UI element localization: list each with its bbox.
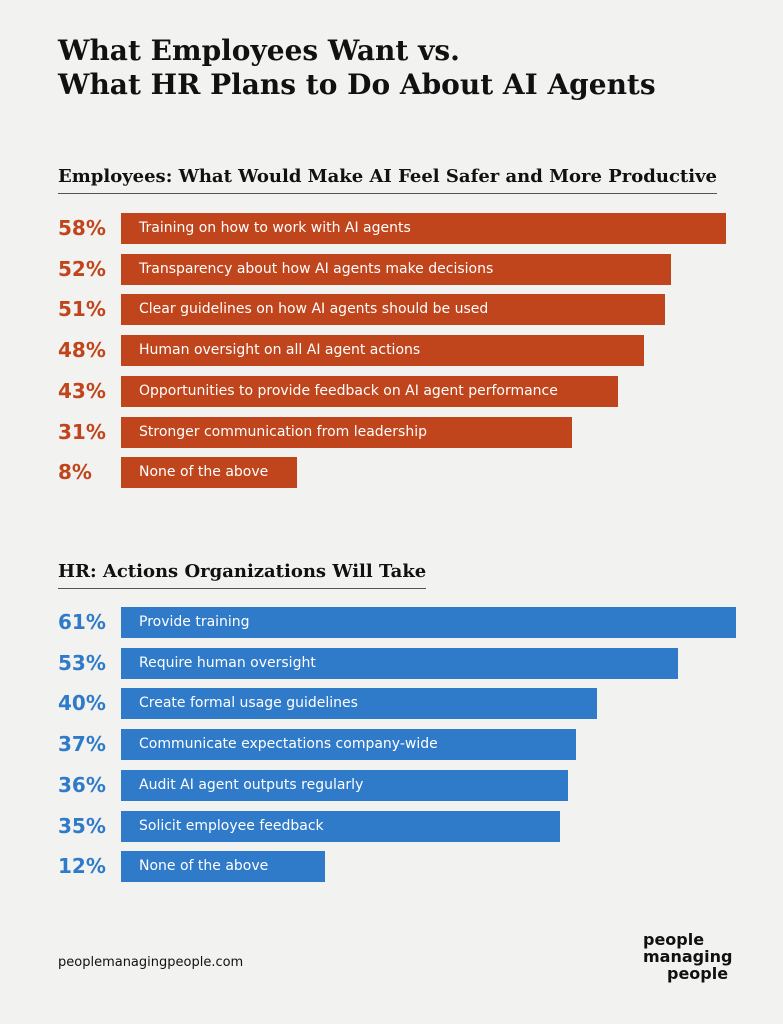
data-label: 31%	[58, 419, 106, 444]
data-label: 40%	[58, 691, 106, 716]
category-label: Communicate expectations company-wide	[139, 736, 438, 753]
data-label: 36%	[58, 772, 106, 797]
logo: people managing people	[643, 931, 732, 982]
data-label: 37%	[58, 732, 106, 757]
logo-line: people	[643, 930, 705, 949]
footer-url: peoplemanagingpeople.com	[58, 955, 244, 970]
category-label: Create formal usage guidelines	[139, 695, 358, 712]
logo-line: managing	[643, 947, 733, 966]
data-label: 48%	[58, 338, 106, 363]
category-label: Training on how to work with AI agents	[139, 220, 411, 236]
category-label: None of the above	[139, 464, 269, 481]
category-label: Human oversight on all AI agent actions	[139, 342, 421, 359]
category-label: Require human oversight	[139, 654, 316, 671]
hr-bar: None of the above	[121, 851, 325, 883]
employees-section-title: Employees: What Would Make AI Feel Safer…	[58, 166, 717, 194]
category-label: None of the above	[139, 858, 269, 875]
employees-bar: Opportunities to provide feedback on AI …	[121, 375, 618, 407]
data-label: 58%	[58, 216, 106, 240]
title-line-1: What Employees Want vs.	[58, 34, 460, 67]
data-label: 53%	[58, 650, 106, 675]
data-label: 12%	[58, 854, 106, 879]
employees-bar: Training on how to work with AI agents	[121, 213, 726, 244]
hr-bar: Communicate expectations company-wide	[121, 729, 576, 761]
category-label: Solicit employee feedback	[139, 817, 324, 834]
hr-bar: Provide training	[121, 607, 736, 638]
data-label: 51%	[58, 297, 106, 322]
employees-bar: Human oversight on all AI agent actions	[121, 335, 644, 367]
category-label: Provide training	[139, 614, 250, 630]
hr-section-title: HR: Actions Organizations Will Take	[58, 561, 427, 589]
category-label: Opportunities to provide feedback on AI …	[139, 382, 558, 399]
data-label: 52%	[58, 256, 106, 281]
category-label: Audit AI agent outputs regularly	[139, 776, 364, 793]
hr-bar: Create formal usage guidelines	[121, 688, 597, 720]
data-label: 43%	[58, 378, 106, 403]
category-label: Transparency about how AI agents make de…	[139, 260, 494, 277]
data-label: 35%	[58, 813, 106, 838]
hr-bar: Audit AI agent outputs regularly	[121, 769, 568, 801]
data-label: 61%	[58, 610, 106, 634]
category-label: Clear guidelines on how AI agents should…	[139, 301, 489, 318]
hr-bar: Require human oversight	[121, 647, 678, 679]
employees-bar: Clear guidelines on how AI agents should…	[121, 294, 665, 326]
category-label: Stronger communication from leadership	[139, 423, 427, 440]
page-title: What Employees Want vs. What HR Plans to …	[58, 34, 656, 102]
logo-line: people	[667, 964, 729, 983]
data-label: 8%	[58, 460, 92, 485]
employees-bar: Transparency about how AI agents make de…	[121, 253, 671, 285]
title-line-2: What HR Plans to Do About AI Agents	[58, 68, 656, 101]
employees-bar: None of the above	[121, 457, 297, 489]
employees-bar: Stronger communication from leadership	[121, 416, 572, 448]
hr-bar: Solicit employee feedback	[121, 810, 560, 842]
